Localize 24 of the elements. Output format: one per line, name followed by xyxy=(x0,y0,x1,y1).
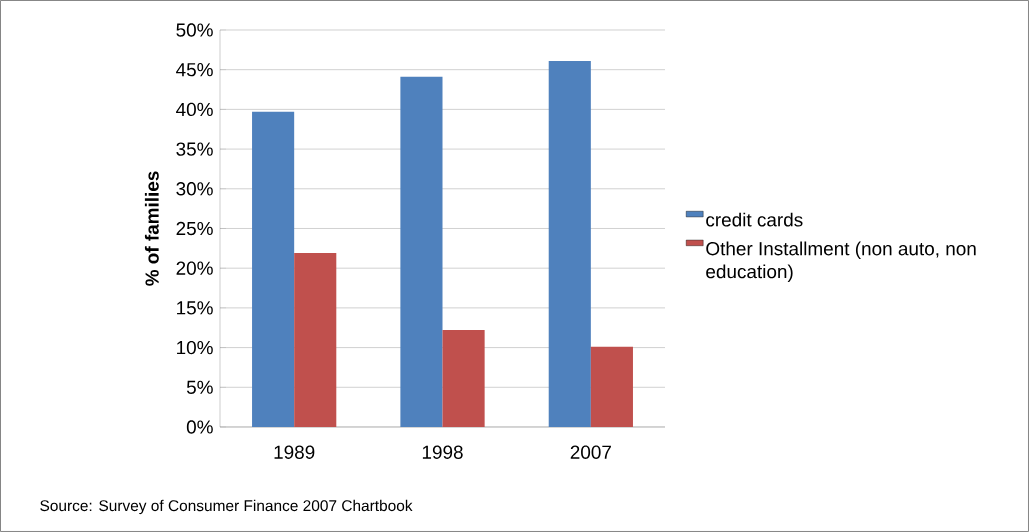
y-axis-title: % of families xyxy=(144,171,159,286)
y-tick-label: 45% xyxy=(176,63,213,77)
legend-label: Other Installment (non auto, non education) xyxy=(706,241,976,283)
bar xyxy=(294,253,337,427)
y-tick-label: 0% xyxy=(186,420,213,434)
y-tick-label: 30% xyxy=(176,182,213,196)
y-tick-label: 35% xyxy=(176,142,213,156)
y-tick-label: 50% xyxy=(176,23,213,37)
source-note: Source: Survey of Consumer Finance 2007 Chartbook xyxy=(40,499,413,515)
bar xyxy=(252,111,295,427)
legend-label: credit cards xyxy=(706,212,803,227)
y-tick-label: 15% xyxy=(177,301,213,315)
x-tick-label: 1989 xyxy=(274,445,315,459)
bar xyxy=(590,346,633,427)
x-tick-label: 2007 xyxy=(570,445,611,459)
y-tick-label: 40% xyxy=(176,102,213,117)
x-tick-label: 1998 xyxy=(422,445,463,459)
bar xyxy=(400,76,443,427)
y-tick-label: 20% xyxy=(176,261,213,275)
bar xyxy=(442,330,485,427)
y-tick-label: 10% xyxy=(177,340,213,355)
bar xyxy=(548,60,591,427)
y-tick-label: 25% xyxy=(176,221,213,236)
y-tick-label: 5% xyxy=(186,380,213,394)
